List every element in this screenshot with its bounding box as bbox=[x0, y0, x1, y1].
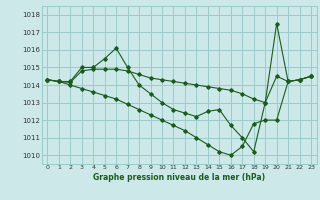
X-axis label: Graphe pression niveau de la mer (hPa): Graphe pression niveau de la mer (hPa) bbox=[93, 173, 265, 182]
